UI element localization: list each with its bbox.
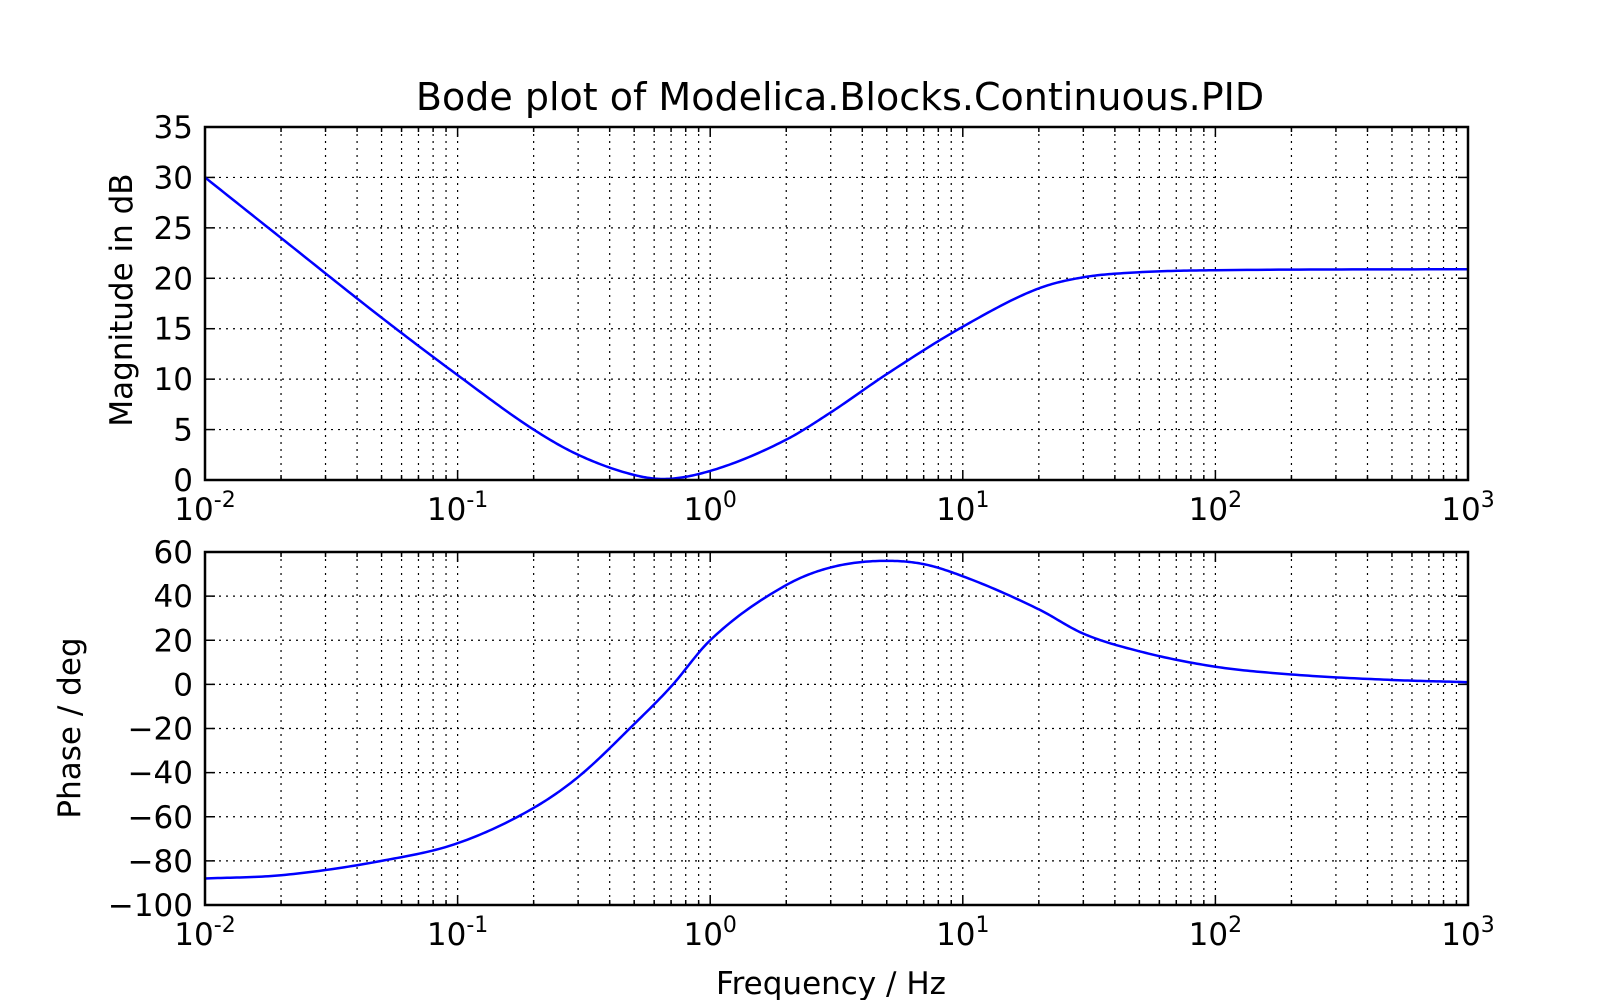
magnitude-x-tick-label: 10-2 (174, 488, 235, 528)
phase-plot-panel: −100 −80 −60 −40 −20 0 20 40 60 10-2 10-1 100 101 102… (108, 535, 1495, 953)
phase-y-tick-label: −100 (108, 888, 193, 924)
phase-y-tick-label: −40 (128, 756, 193, 792)
magnitude-y-tick-label: 5 (173, 413, 193, 449)
phase-y-tick-label: 0 (173, 667, 193, 703)
magnitude-x-tick-label: 102 (1189, 488, 1242, 528)
phase-y-tick-label: −60 (128, 800, 193, 836)
magnitude-axes-frame (203, 125, 1470, 482)
phase-y-tick-label: 40 (154, 579, 193, 615)
phase-y-axis-label: Phase / deg (52, 637, 88, 818)
phase-y-tick-label: 60 (154, 535, 193, 571)
frequency-x-axis-label: Frequency / Hz (716, 966, 946, 1000)
magnitude-y-tick-label: 25 (154, 211, 193, 247)
phase-y-tick-label: −80 (128, 844, 193, 880)
phase-axes-frame (203, 550, 1470, 907)
magnitude-plot-panel: 0 5 10 15 20 25 30 35 10-2 10-1 100 101 102 103 (154, 110, 1495, 528)
magnitude-x-tick-label: 101 (936, 488, 989, 528)
magnitude-y-tick-label: 20 (154, 261, 193, 297)
magnitude-y-tick-label: 0 (173, 463, 193, 499)
magnitude-x-tick-label: 103 (1441, 488, 1494, 528)
phase-series-line (204, 559, 1469, 880)
phase-y-tick-label: 20 (154, 623, 193, 659)
magnitude-y-axis-label: Magnitude in dB (104, 173, 140, 426)
magnitude-y-tick-label: 10 (154, 362, 193, 398)
phase-x-tick-label: 101 (936, 913, 989, 953)
phase-x-tick-label: 100 (683, 913, 736, 953)
phase-x-tick-label: 102 (1189, 913, 1242, 953)
magnitude-x-tick-label: 100 (683, 488, 736, 528)
magnitude-series-line (204, 176, 1469, 481)
magnitude-y-tick-label: 15 (154, 312, 193, 348)
chart-title: Bode plot of Modelica.Blocks.Continuous.… (416, 75, 1264, 119)
phase-y-tick-label: −20 (128, 712, 193, 748)
magnitude-y-tick-label: 35 (154, 110, 193, 146)
phase-x-tick-label: 10-1 (427, 913, 488, 953)
phase-x-tick-label: 10-2 (174, 913, 235, 953)
phase-x-tick-label: 103 (1441, 913, 1494, 953)
magnitude-x-tick-label: 10-1 (427, 488, 488, 528)
magnitude-y-tick-label: 30 (154, 160, 193, 196)
